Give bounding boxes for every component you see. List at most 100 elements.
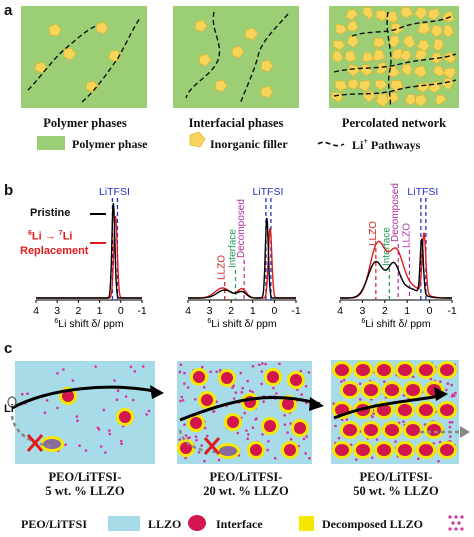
litfsi-label: LiTFSI (407, 186, 438, 198)
legend-pristine: Pristine (30, 207, 71, 219)
decomposed-llzo-dot (131, 398, 135, 402)
decomposed-llzo-dot (209, 370, 212, 374)
decomposed-llzo-dot (267, 440, 270, 443)
x-axis-label: 6Li shift δ/ ppm (207, 318, 277, 330)
legend-replacement-line (90, 242, 106, 244)
llzo-particle (377, 444, 391, 456)
inorganic-filler-particle (346, 19, 359, 33)
inorganic-filler-particle (430, 52, 444, 65)
decomposed-llzo-dot (186, 386, 190, 389)
decomposed-llzo-dot (289, 422, 292, 425)
inorganic-filler-particle (441, 77, 455, 91)
decomposed-llzo-dot (286, 431, 289, 434)
decomposed-llzo-dot (195, 438, 198, 442)
decomposed-llzo-dot (218, 368, 222, 372)
decomposed-llzo-dot (302, 437, 306, 441)
decomposed-llzo-dot (371, 456, 374, 459)
pathway-legend-line (317, 141, 345, 147)
inorganic-filler-particle (433, 38, 445, 52)
box-5wt (15, 361, 155, 464)
decomposed-llzo-dot (372, 412, 376, 415)
inorganic-filler-particle (330, 91, 344, 103)
decomposed-llzo-dot (308, 456, 311, 460)
decomposed-llzo-dot (115, 398, 119, 402)
decomposed-llzo-dot (202, 386, 206, 389)
inorganic-filler-particle (417, 22, 431, 35)
tick-label: 0 (118, 305, 124, 317)
inorganic-filler-particle (427, 8, 441, 21)
decomposed-llzo-dot (254, 418, 257, 421)
legend-replacement-line1: 6Li → 7Li (28, 230, 73, 243)
decomposed-llzo-dot (206, 434, 209, 438)
tick-label: 2 (228, 305, 234, 317)
decomposed-llzo-dot (375, 438, 379, 441)
tick-label: 3 (359, 305, 365, 317)
inorganic-filler-particle (415, 94, 428, 107)
caption-5wt: PEO/LiTFSI- 5 wt. % LLZO (45, 470, 125, 498)
llzo-particle (193, 371, 205, 383)
llzo-particle (377, 404, 391, 416)
pristine-spectrum (36, 202, 142, 299)
decomposed-llzo-dot (120, 442, 123, 446)
llzo-particle (398, 444, 412, 456)
inorganic-filler-particle (347, 63, 361, 78)
peak-label: LLZO (217, 255, 228, 280)
inorganic-filler-particle (358, 79, 371, 92)
decomposed-llzo-dot (345, 418, 349, 421)
decomposed-llzo-dot (371, 415, 374, 419)
tick-label: 4 (33, 305, 39, 317)
peak-label: LLZO (368, 221, 379, 246)
llzo-particle (62, 390, 74, 402)
replacement-spectrum (36, 215, 142, 299)
legend-interface: Interface (216, 517, 263, 531)
panel-c-figure (7, 360, 470, 531)
decomposed-llzo-dot (102, 408, 106, 412)
peak-label: Decomposed (236, 199, 247, 258)
decomposed-llzo-dot (215, 370, 218, 374)
x-axis-label: 6Li shift δ/ ppm (361, 318, 431, 330)
decomposed-llzo-dot (260, 370, 264, 373)
llzo-particle (406, 384, 420, 396)
caption-50wt: PEO/LiTFSI- 50 wt. % LLZO (353, 470, 439, 498)
inorganic-filler-particle (346, 35, 360, 49)
llzo-particle (356, 444, 370, 456)
legend-inorganic-filler: Inorganic filler (210, 137, 288, 151)
llzo-particle (119, 411, 131, 423)
llzo-particle (221, 372, 233, 384)
decomposed-llzo-dot (183, 382, 186, 385)
inorganic-filler-particle (375, 9, 389, 22)
tick-label: 2 (75, 305, 81, 317)
decomposed-llzo-dot (104, 451, 107, 454)
llzo-particle (364, 424, 378, 436)
inorganic-filler-particle (390, 48, 403, 61)
x-axis-label: 6Li shift δ/ ppm (54, 318, 124, 330)
llzo-particle (201, 394, 213, 406)
decomposed-llzo-dot (296, 388, 299, 392)
legend-replacement-line2: Replacement (20, 245, 89, 257)
inorganic-filler-particle (334, 80, 348, 92)
decomposed-llzo-dot (359, 398, 362, 401)
llzo-particle (267, 371, 279, 383)
llzo-particle (440, 364, 454, 376)
decomposed-llzo-dot (239, 371, 242, 375)
decomposed-llzo-dot (240, 391, 244, 394)
caption-20wt: PEO/LiTFSI- 20 wt. % LLZO (203, 470, 289, 498)
inorganic-filler-particle (390, 23, 404, 35)
li-transport-arrow-1 (11, 385, 161, 410)
inorganic-filler-particle (442, 24, 455, 38)
decomposed-llzo-dot (283, 423, 287, 426)
decomposed-llzo-dot (178, 438, 181, 441)
decomposed-llzo-dot (178, 370, 182, 374)
llzo-particle (219, 446, 237, 456)
decomposed-llzo-dot (94, 365, 97, 368)
litfsi-label: LiTFSI (99, 186, 130, 198)
llzo-particle (398, 404, 412, 416)
decomposed-llzo-dot (264, 362, 267, 366)
decomposed-llzo-dot (43, 411, 47, 414)
decomposed-llzo-dot (275, 392, 278, 395)
decomposed-llzo-dot (116, 389, 120, 392)
decomposed-llzo-dot (272, 386, 275, 390)
inorganic-filler-particle (416, 39, 430, 52)
inorganic-filler-particle (400, 6, 413, 19)
llzo-particle (227, 416, 239, 428)
